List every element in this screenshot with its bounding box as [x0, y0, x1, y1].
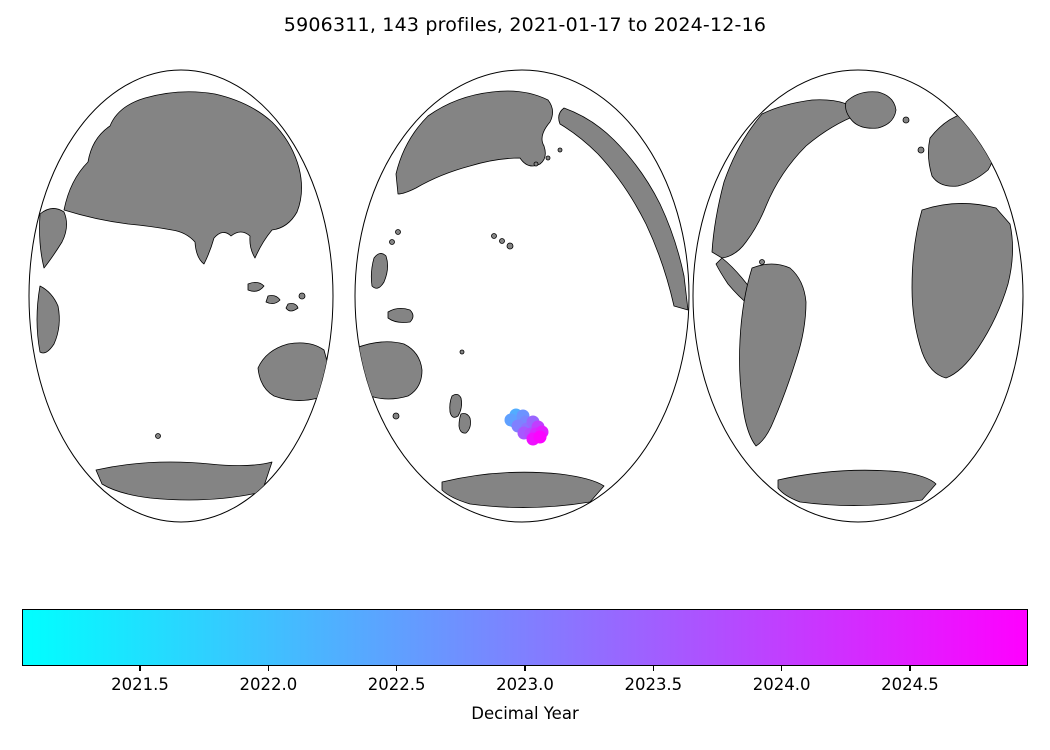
land-greenland [845, 91, 897, 129]
land-tasmania [392, 412, 400, 420]
map-lobe-middle [354, 69, 690, 523]
land-aleutian-2 [545, 155, 551, 161]
colorbar-tick-label: 2023.5 [624, 675, 683, 694]
colorbar-tick [139, 666, 141, 671]
land-kerguelen [155, 433, 161, 439]
land-east-africa [36, 285, 60, 354]
land-kuril-2 [395, 229, 401, 235]
land-australia-east [355, 341, 423, 400]
land-hawaii-2 [499, 238, 505, 244]
profile-scatter [504, 408, 549, 446]
profile-point [533, 430, 547, 444]
colorbar-tick [652, 666, 655, 671]
colorbar-ticks: 2021.5 2022.0 2022.5 2023.0 2023.5 2024.0 2024… [22, 666, 1028, 708]
land-hawaii-1 [491, 233, 497, 239]
colorbar-tick-label: 2023.0 [496, 675, 554, 694]
land-indonesia-3 [285, 303, 299, 312]
land-hawaii-3 [506, 242, 514, 250]
land-group-middle [355, 90, 689, 508]
land-antarctica-middle [441, 471, 605, 508]
colorbar-gradient [22, 609, 1028, 666]
colorbar-tick [395, 666, 398, 671]
land-indonesia-1 [247, 282, 265, 292]
land-alaska-north-america [558, 107, 689, 311]
colorbar-tick-label: 2024.0 [752, 675, 811, 694]
colorbar-tick-label: 2021.5 [111, 675, 169, 694]
land-north-america [711, 99, 861, 259]
land-south-america [739, 263, 807, 447]
land-eurasia [63, 91, 302, 265]
land-antarctica-right [777, 469, 937, 506]
land-group-left [36, 91, 331, 501]
figure-title: 5906311, 143 profiles, 2021-01-17 to 202… [283, 14, 767, 36]
land-kuril-1 [389, 239, 395, 245]
colorbar-tick [267, 666, 270, 671]
land-aleutian-3 [533, 161, 539, 167]
colorbar-tick-label: 2022.5 [367, 675, 426, 694]
land-new-zealand-north [449, 394, 462, 418]
land-fiji [459, 349, 465, 355]
land-britain [917, 146, 925, 154]
colorbar-tick-label: 2024.5 [881, 675, 939, 694]
land-arabia [39, 208, 67, 269]
land-new-zealand-south [458, 413, 471, 434]
colorbar-axis-label: Decimal Year [471, 704, 579, 723]
land-siberia [395, 90, 553, 195]
land-iceland [902, 116, 910, 124]
land-island-1 [298, 292, 306, 300]
land-caribbean-1 [759, 259, 765, 265]
land-africa [911, 203, 1013, 379]
land-japan [370, 253, 388, 289]
colorbar-tick [909, 666, 911, 671]
colorbar-tick [524, 666, 526, 671]
world-map [28, 69, 1024, 523]
land-indonesia-2 [265, 295, 281, 304]
colorbar-tick-label: 2022.0 [239, 675, 298, 694]
land-aleutian-1 [557, 147, 563, 153]
colorbar-tick [780, 666, 783, 671]
land-new-guinea [387, 308, 414, 323]
